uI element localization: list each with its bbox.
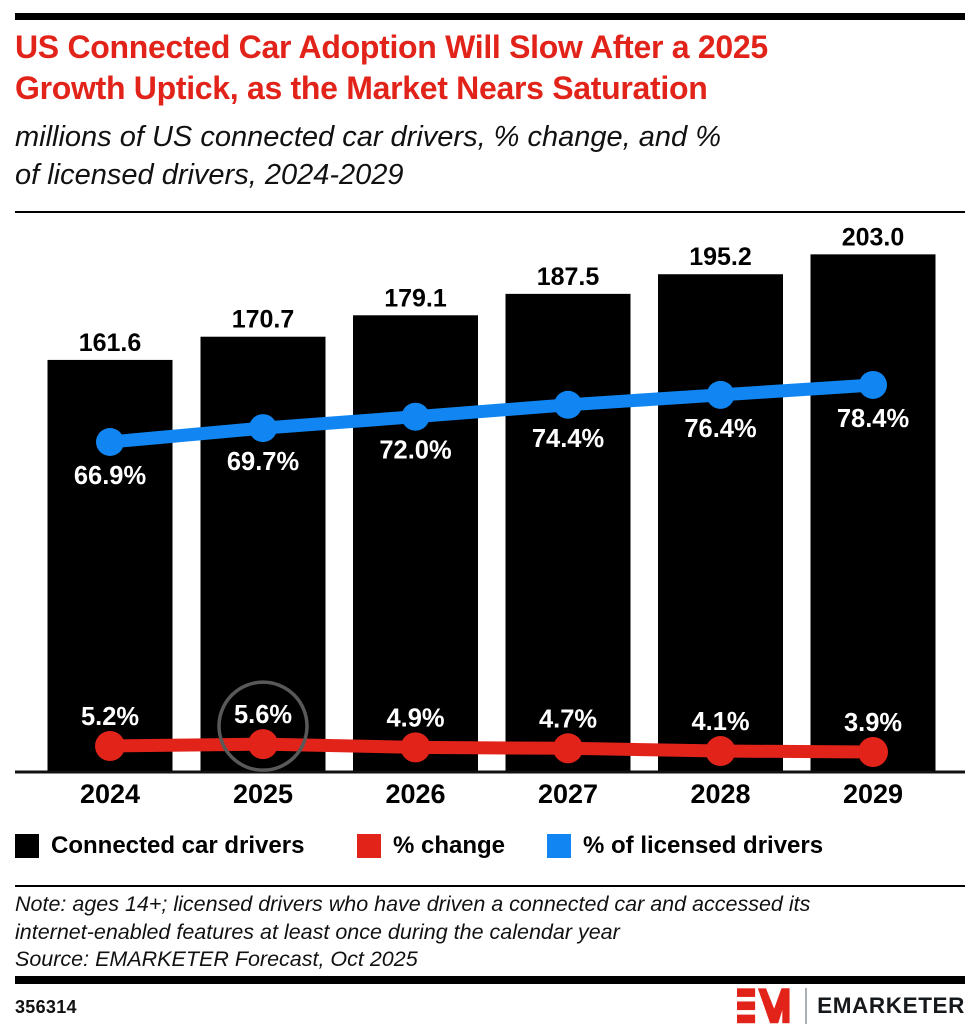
line-value-label-2024: 5.2% <box>81 703 139 731</box>
legend-item-pct-change: % change <box>357 834 505 858</box>
chart-id: 356314 <box>15 997 77 1017</box>
top-rule <box>15 13 965 20</box>
legend-label-pct-change: % change <box>393 832 506 859</box>
bar-2025 <box>200 336 326 772</box>
line-value-label-2026: 4.9% <box>386 704 444 732</box>
line-value-label-2025: 69.7% <box>227 448 299 476</box>
emarketer-logo-icon <box>737 988 790 1024</box>
chart-title-line2: Growth Uptick, as the Market Nears Satur… <box>15 70 708 106</box>
x-axis-label-2024: 2024 <box>80 779 140 809</box>
bar-value-label-2026: 179.1 <box>384 284 447 312</box>
line-value-label-2028: 4.1% <box>691 708 749 736</box>
dot-2024 <box>96 428 124 456</box>
line-pct-change <box>103 737 880 759</box>
legend-label-pct-licensed-drivers: % of licensed drivers <box>583 832 824 859</box>
bar-2027 <box>505 293 631 772</box>
x-axis-label-2027: 2027 <box>538 779 598 809</box>
dot-2026 <box>401 402 430 431</box>
legend-swatch-pct-licensed-drivers <box>547 834 571 858</box>
bar-2029 <box>810 254 936 773</box>
legend-item-connected-car-drivers: Connected car drivers <box>15 834 304 858</box>
bar-value-label-2027: 187.5 <box>537 263 600 291</box>
x-axis-label-2025: 2025 <box>233 779 293 809</box>
footnote: Note: ages 14+; licensed drivers who hav… <box>15 891 965 974</box>
dot-2028 <box>705 736 736 767</box>
emarketer-wordmark: EMARKETER <box>817 992 965 1018</box>
bar-2026 <box>353 315 478 772</box>
dot-2025 <box>249 414 277 443</box>
line-pct-licensed-drivers <box>103 378 880 449</box>
dot-2024 <box>95 731 125 761</box>
chart-subtitle-line1: millions of US connected car drivers, % … <box>15 121 722 153</box>
bar-value-label-2025: 170.7 <box>232 306 295 334</box>
x-axis-label-2029: 2029 <box>843 779 903 809</box>
emarketer-brand: EMARKETER <box>737 986 965 1026</box>
combo-bar-line-chart: 161.6 170.7 179.1 187.5 195.2 203.0 2024 2025 20… <box>15 223 965 809</box>
legend-swatch-pct-change <box>357 834 381 858</box>
footnote-divider <box>15 885 965 887</box>
source-line: Source: EMARKETER Forecast, Oct 2025 <box>15 947 418 971</box>
bar-value-label-2029: 203.0 <box>842 223 905 251</box>
legend-item-pct-licensed-drivers: % of licensed drivers <box>547 834 823 858</box>
bar-value-label-2024: 161.6 <box>79 329 142 357</box>
bar-2028 <box>658 274 783 772</box>
dot-2027 <box>554 390 582 419</box>
header-divider <box>15 211 965 213</box>
footnote-line2: internet-enabled features at least once … <box>15 919 620 944</box>
dot-2029 <box>858 736 888 767</box>
line-value-label-2029: 3.9% <box>844 709 902 737</box>
highlight-circle-2025 <box>217 680 309 772</box>
line-value-label-2028: 76.4% <box>684 415 756 443</box>
footnote-line1: Note: ages 14+; licensed drivers who hav… <box>15 892 811 916</box>
line-value-label-2027: 74.4% <box>532 425 604 453</box>
logo-divider <box>805 988 808 1024</box>
x-axis-label-2028: 2028 <box>690 779 750 809</box>
line-value-label-2029: 78.4% <box>837 405 909 433</box>
chart-title-line1: US Connected Car Adoption Will Slow Afte… <box>15 29 768 65</box>
dot-2028 <box>706 380 735 409</box>
dot-2026 <box>400 732 431 763</box>
line-value-label-2026: 72.0% <box>379 437 451 465</box>
legend-label-connected-car-drivers: Connected car drivers <box>51 832 305 859</box>
legend-swatch-connected-car-drivers <box>15 834 39 858</box>
x-axis-label-2026: 2026 <box>385 779 445 809</box>
line-value-label-2027: 4.7% <box>539 705 597 733</box>
chart-subtitle-line2: of licensed drivers, 2024-2029 <box>15 159 404 191</box>
dot-2027 <box>553 733 583 764</box>
dot-2029 <box>859 370 887 399</box>
dot-2025 <box>248 729 278 760</box>
bottom-rule <box>15 976 965 984</box>
line-value-label-2025: 5.6% <box>234 701 292 729</box>
chart-subtitle: millions of US connected car drivers, % … <box>15 118 965 194</box>
bar-value-label-2028: 195.2 <box>689 243 752 271</box>
line-value-label-2024: 66.9% <box>74 462 146 490</box>
chart-legend: Connected car drivers % change % of lice… <box>0 834 980 862</box>
chart-title: US Connected Car Adoption Will Slow Afte… <box>15 27 965 109</box>
